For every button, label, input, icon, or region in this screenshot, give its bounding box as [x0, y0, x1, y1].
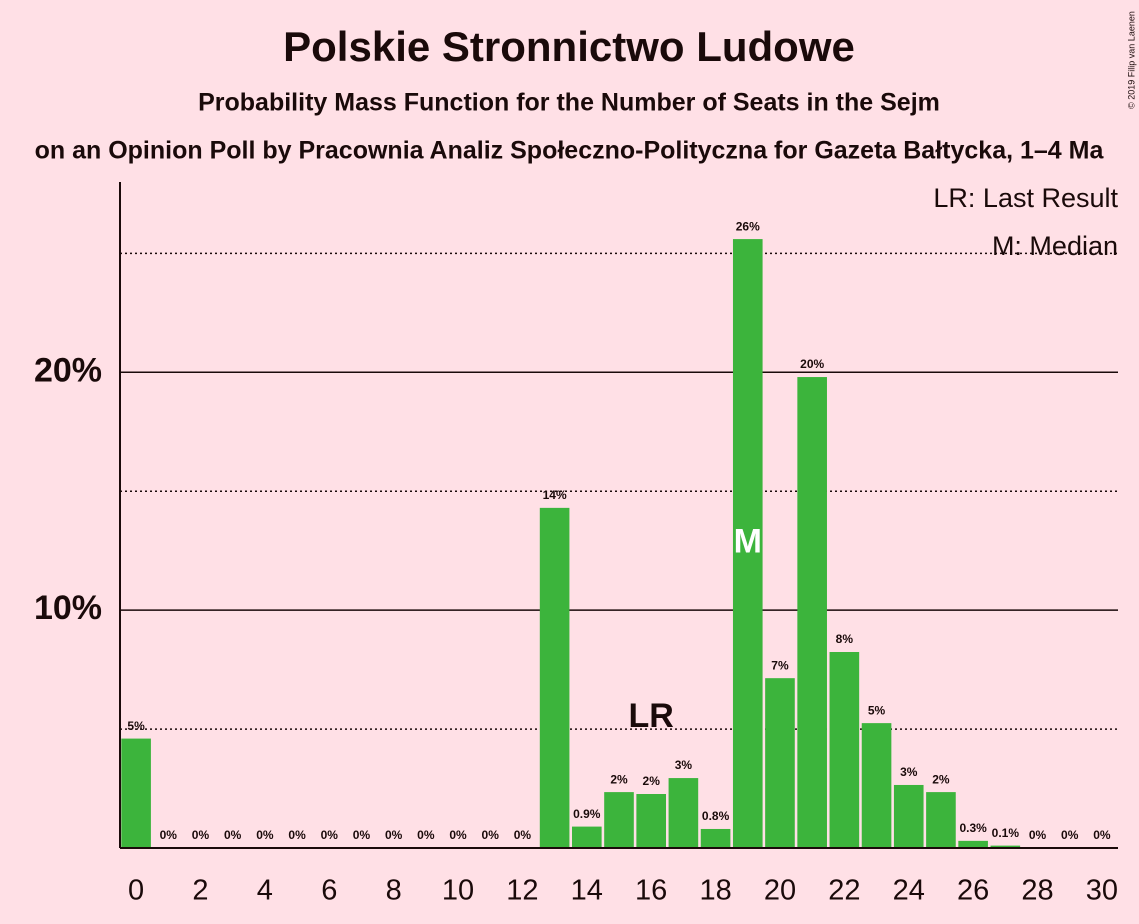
x-tick-label: 16	[635, 875, 667, 907]
value-label: 0%	[514, 828, 532, 842]
value-label: 0%	[449, 828, 467, 842]
value-label: 0%	[353, 828, 371, 842]
value-label: 5%	[127, 719, 145, 733]
bar	[797, 377, 827, 848]
bar	[732, 239, 763, 849]
x-tick-label: 26	[957, 875, 989, 907]
x-tick-label: 6	[321, 875, 337, 907]
bar	[636, 794, 667, 848]
bar	[893, 784, 924, 848]
bar	[765, 678, 795, 848]
value-label: 0%	[417, 828, 435, 842]
value-label: 0%	[288, 828, 306, 842]
bar	[958, 840, 988, 848]
value-label: 0%	[224, 828, 242, 842]
bar	[668, 778, 699, 848]
value-label: 2%	[610, 772, 628, 786]
value-label: 0%	[321, 828, 339, 842]
x-tick-label: 2	[192, 875, 208, 907]
chart-source: on an Opinion Poll by Pracownia Analiz S…	[35, 137, 1105, 165]
value-label: 2%	[932, 772, 950, 786]
value-label: 0.3%	[959, 821, 987, 835]
value-label: 7%	[771, 658, 789, 672]
bar	[990, 845, 1021, 848]
bar	[926, 792, 956, 848]
x-tick-label: 22	[828, 875, 860, 907]
value-label: 0%	[256, 828, 274, 842]
x-tick-label: 14	[571, 875, 603, 907]
bar	[604, 792, 634, 848]
copyright: © 2019 Filip van Laenen	[1126, 11, 1136, 109]
bar	[861, 723, 892, 848]
value-label: 0%	[160, 828, 178, 842]
value-label: 26%	[736, 219, 760, 233]
x-tick-label: 28	[1021, 875, 1053, 907]
x-tick-label: 10	[442, 875, 474, 907]
bar	[571, 826, 602, 848]
x-tick-label: 12	[506, 875, 538, 907]
value-label: 8%	[836, 632, 854, 646]
y-tick-label: 20%	[34, 351, 102, 389]
value-label: 0%	[192, 828, 210, 842]
x-tick-label: 8	[386, 875, 402, 907]
bar	[539, 507, 570, 848]
legend-entry: M: Median	[992, 231, 1118, 261]
value-label: 0%	[482, 828, 500, 842]
value-label: 5%	[868, 703, 886, 717]
x-tick-label: 20	[764, 875, 796, 907]
annotation: M	[734, 523, 762, 561]
value-label: 20%	[800, 357, 824, 371]
value-label: 2%	[643, 774, 661, 788]
x-tick-label: 4	[257, 875, 273, 907]
chart-subtitle: Probability Mass Function for the Number…	[198, 89, 940, 117]
x-tick-label: 0	[128, 875, 144, 907]
value-label: 0%	[385, 828, 403, 842]
y-tick-label: 10%	[34, 589, 102, 627]
value-label: 3%	[675, 758, 693, 772]
chart-title: Polskie Stronnictwo Ludowe	[283, 23, 855, 70]
value-label: 14%	[543, 488, 567, 502]
value-label: 0%	[1093, 828, 1111, 842]
value-label: 0.8%	[702, 809, 730, 823]
value-label: 3%	[900, 765, 918, 779]
value-label: 0.9%	[573, 807, 601, 821]
bar	[121, 738, 151, 848]
x-tick-label: 18	[699, 875, 731, 907]
bar	[700, 828, 731, 848]
bar	[829, 652, 860, 848]
value-label: 0%	[1061, 828, 1079, 842]
value-label: 0%	[1029, 828, 1047, 842]
x-tick-label: 24	[893, 875, 925, 907]
x-tick-label: 30	[1086, 875, 1118, 907]
legend-entry: LR: Last Result	[933, 183, 1118, 213]
value-label: 0.1%	[992, 826, 1020, 840]
annotation: LR	[629, 697, 674, 735]
